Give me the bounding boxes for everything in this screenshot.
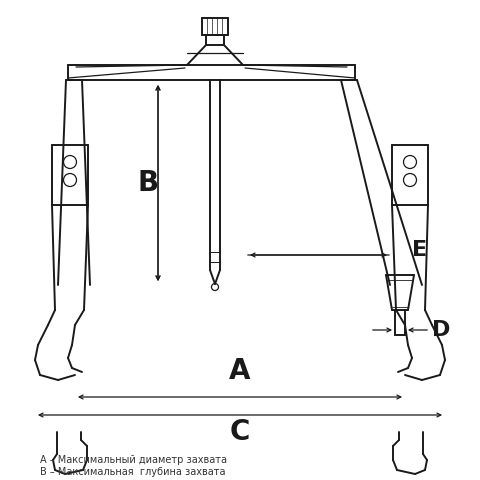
Text: B: B bbox=[137, 169, 158, 197]
Text: A – Максимальный диаметр захвата: A – Максимальный диаметр захвата bbox=[40, 455, 227, 465]
Text: A: A bbox=[229, 357, 251, 385]
Text: D: D bbox=[432, 320, 450, 340]
Text: B – Максимальная  глубина захвата: B – Максимальная глубина захвата bbox=[40, 467, 226, 477]
Text: C: C bbox=[230, 418, 250, 446]
Text: E: E bbox=[412, 240, 427, 260]
